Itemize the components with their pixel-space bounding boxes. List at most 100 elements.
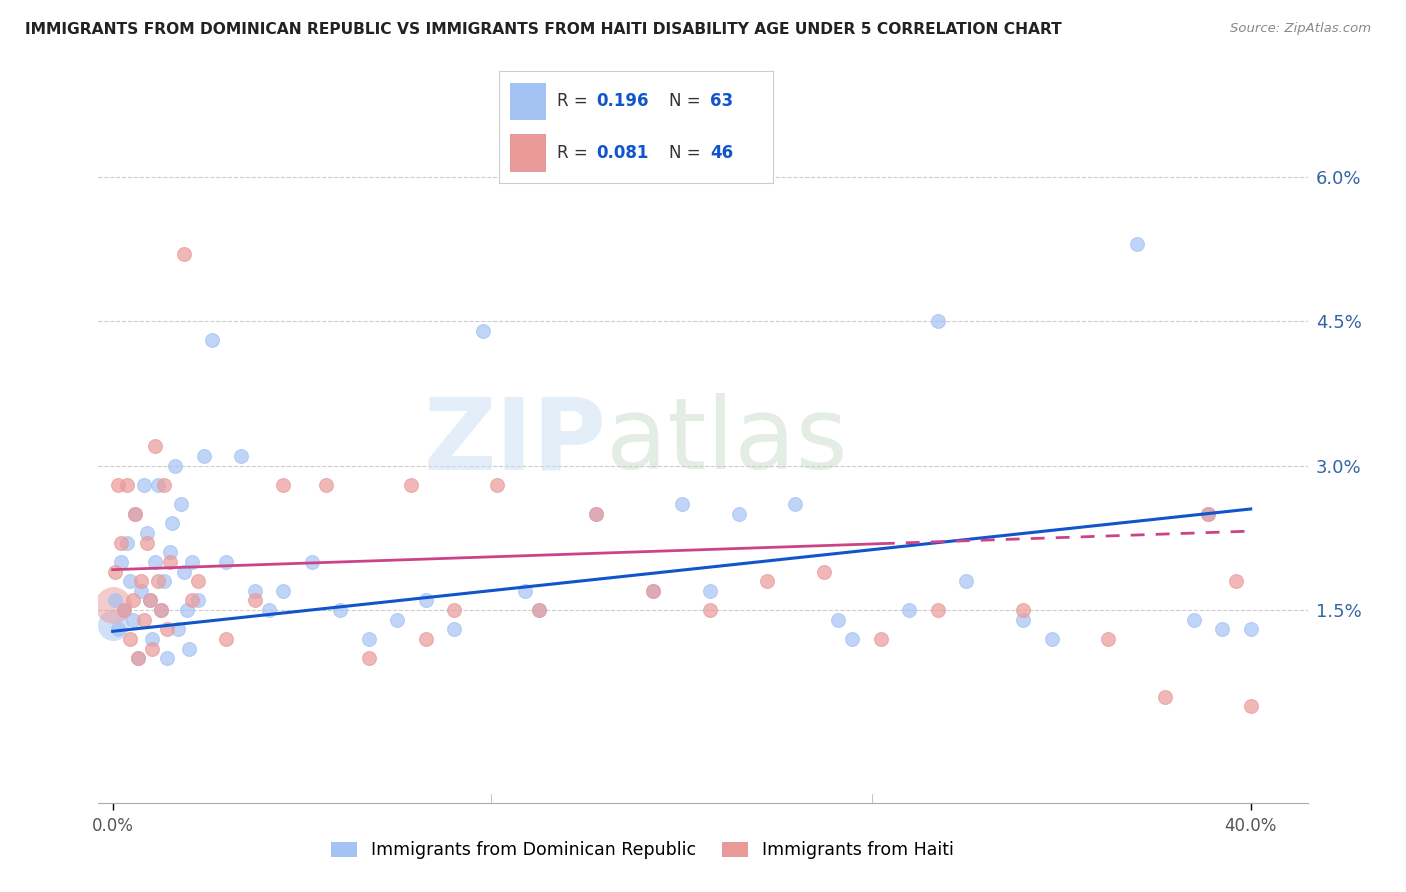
Point [841, 632, 863, 646]
Point [153, 478, 176, 492]
Point [167, 623, 190, 637]
Point [827, 613, 849, 627]
Point [115, 535, 138, 549]
Point [585, 507, 607, 521]
Point [927, 314, 949, 328]
Point [1012, 603, 1035, 617]
Point [132, 613, 155, 627]
Point [357, 651, 380, 665]
Point [671, 497, 693, 511]
Point [1240, 623, 1263, 637]
Point [181, 555, 204, 569]
Point [150, 603, 173, 617]
Point [165, 458, 187, 473]
Point [415, 632, 437, 646]
Text: 63: 63 [710, 93, 734, 111]
Point [756, 574, 779, 589]
Text: IMMIGRANTS FROM DOMINICAN REPUBLIC VS IMMIGRANTS FROM HAITI DISABILITY AGE UNDER: IMMIGRANTS FROM DOMINICAN REPUBLIC VS IM… [25, 22, 1062, 37]
Point [115, 478, 138, 492]
Point [193, 449, 215, 463]
Point [201, 334, 224, 348]
Point [273, 478, 295, 492]
Point [415, 593, 437, 607]
Point [315, 478, 337, 492]
Text: 0.196: 0.196 [596, 93, 650, 111]
Text: ZIP: ZIP [423, 393, 606, 490]
Point [699, 583, 721, 598]
Point [121, 613, 143, 627]
Point [135, 535, 157, 549]
Point [1240, 699, 1263, 714]
Point [243, 583, 266, 598]
Point [138, 593, 160, 607]
Point [181, 593, 204, 607]
Point [1126, 237, 1149, 252]
Point [159, 545, 181, 559]
Point [141, 641, 163, 656]
Point [124, 507, 146, 521]
Point [529, 603, 551, 617]
Point [643, 583, 665, 598]
Point [141, 632, 163, 646]
Text: atlas: atlas [606, 393, 848, 490]
Legend: Immigrants from Dominican Republic, Immigrants from Haiti: Immigrants from Dominican Republic, Immi… [325, 835, 960, 866]
Point [159, 555, 181, 569]
Bar [510, 134, 546, 171]
Point [1211, 623, 1233, 637]
Point [1197, 507, 1219, 521]
Point [143, 439, 166, 453]
Point [1197, 507, 1219, 521]
Point [129, 583, 152, 598]
Point [927, 603, 949, 617]
Point [150, 603, 173, 617]
Point [401, 478, 423, 492]
Point [215, 555, 238, 569]
Point [301, 555, 323, 569]
Point [173, 246, 195, 260]
Point [104, 565, 127, 579]
Point [357, 632, 380, 646]
Point [443, 603, 465, 617]
Point [515, 583, 537, 598]
Point [385, 613, 408, 627]
Point [101, 599, 124, 613]
Point [112, 603, 135, 617]
Text: N =: N = [669, 93, 706, 111]
Point [1154, 690, 1177, 704]
Point [127, 651, 149, 665]
Text: R =: R = [557, 144, 593, 161]
Point [869, 632, 891, 646]
Point [135, 526, 157, 541]
Point [585, 507, 607, 521]
Point [173, 565, 195, 579]
Point [443, 623, 465, 637]
Point [215, 632, 238, 646]
Bar [510, 83, 546, 120]
Point [107, 623, 129, 637]
Point [107, 478, 129, 492]
Text: Source: ZipAtlas.com: Source: ZipAtlas.com [1230, 22, 1371, 36]
Text: 0.081: 0.081 [596, 144, 648, 161]
Point [101, 617, 124, 632]
Point [143, 555, 166, 569]
Point [1182, 613, 1205, 627]
Point [118, 632, 141, 646]
Point [127, 651, 149, 665]
Point [110, 555, 132, 569]
Point [1225, 574, 1247, 589]
Point [104, 593, 127, 607]
Point [243, 593, 266, 607]
Point [129, 574, 152, 589]
Point [1097, 632, 1119, 646]
Point [132, 478, 155, 492]
Point [170, 497, 193, 511]
Point [176, 603, 198, 617]
Text: R =: R = [557, 93, 593, 111]
Point [112, 603, 135, 617]
Point [813, 565, 835, 579]
Point [229, 449, 252, 463]
Point [955, 574, 977, 589]
Point [138, 593, 160, 607]
Point [727, 507, 749, 521]
Text: N =: N = [669, 144, 706, 161]
